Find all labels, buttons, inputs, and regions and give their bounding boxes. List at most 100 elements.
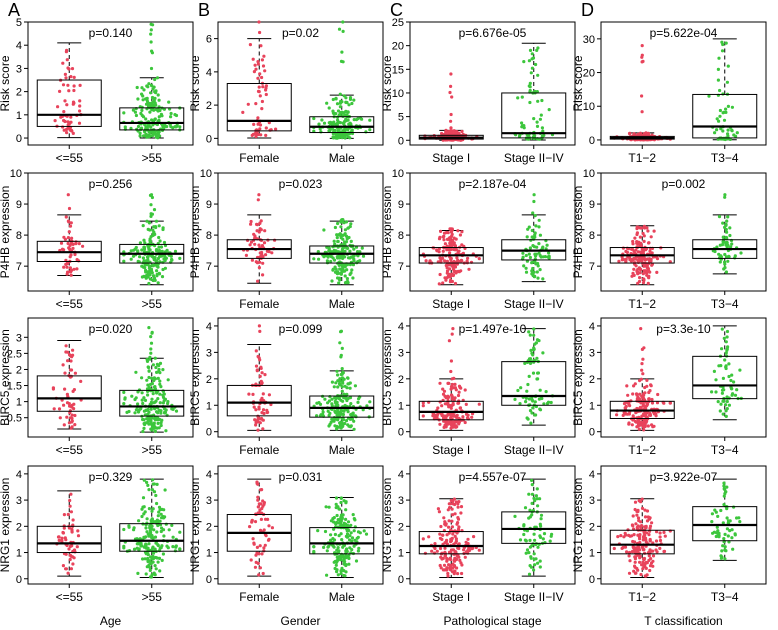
data-point [536, 73, 540, 77]
data-point [258, 72, 262, 76]
data-point [449, 256, 453, 261]
data-point [174, 113, 179, 118]
data-point [150, 533, 154, 538]
point-group [248, 480, 274, 577]
data-point [66, 571, 70, 575]
data-point [135, 85, 139, 90]
data-point [150, 263, 154, 267]
data-point [724, 364, 728, 368]
data-point [623, 545, 628, 549]
data-point [63, 99, 67, 103]
data-point [73, 413, 77, 418]
data-point [424, 259, 428, 263]
data-point [261, 427, 265, 431]
data-point [136, 390, 140, 394]
data-point [336, 129, 340, 133]
data-point [255, 545, 259, 550]
data-point [730, 528, 734, 532]
data-point [537, 339, 541, 343]
data-point [641, 538, 645, 542]
data-point [331, 97, 335, 102]
data-point [343, 574, 347, 578]
data-point [258, 123, 263, 127]
data-point [129, 257, 133, 261]
data-point [327, 121, 331, 125]
data-point [261, 85, 265, 89]
data-point [334, 96, 338, 100]
data-point [69, 359, 73, 363]
data-point [173, 249, 178, 253]
data-point [65, 58, 69, 62]
data-point [65, 265, 69, 269]
data-point [149, 527, 153, 531]
data-point [445, 533, 449, 537]
data-point [456, 572, 460, 576]
data-point [145, 417, 149, 421]
data-point [147, 563, 151, 567]
data-point [254, 134, 258, 139]
data-point [516, 96, 520, 100]
data-point [735, 388, 739, 392]
data-point [249, 219, 253, 224]
data-point [321, 410, 325, 414]
data-point [129, 249, 133, 253]
data-point [462, 548, 466, 552]
data-point [445, 276, 449, 280]
data-point [320, 118, 324, 122]
x-tick-label: T3−4 [711, 297, 739, 311]
data-point [138, 255, 142, 259]
data-point [452, 414, 456, 418]
data-point [639, 525, 643, 529]
data-point [149, 555, 153, 559]
point-group [421, 327, 481, 430]
x-tick-label: Stage I [432, 297, 470, 311]
data-point [451, 570, 455, 574]
data-point [646, 275, 650, 279]
data-point [145, 84, 149, 88]
data-point [263, 373, 267, 377]
data-point [530, 492, 535, 496]
data-point [147, 507, 151, 511]
column-xlabel: T classification [644, 614, 722, 628]
y-tick-label: 4 [398, 321, 404, 333]
data-point [725, 335, 729, 339]
data-point [332, 121, 336, 125]
data-point [439, 524, 443, 529]
data-point [57, 407, 62, 411]
data-point [533, 538, 537, 542]
data-point [650, 401, 655, 405]
data-point [68, 224, 73, 228]
data-point [250, 258, 254, 262]
data-point [335, 369, 339, 373]
data-point [453, 534, 457, 539]
data-point [70, 419, 74, 423]
data-point [152, 490, 157, 494]
data-point [61, 530, 65, 535]
data-point [256, 505, 260, 509]
data-point [71, 246, 75, 250]
data-point [643, 391, 647, 395]
data-point [342, 396, 346, 400]
data-point [632, 533, 636, 537]
data-point [150, 509, 154, 513]
y-tick-label: 3 [589, 495, 595, 507]
data-point [630, 274, 634, 278]
data-point [535, 245, 539, 249]
data-point [257, 193, 261, 197]
data-point [248, 525, 252, 529]
data-point [161, 123, 165, 128]
data-point [537, 397, 542, 401]
point-group [122, 22, 182, 140]
data-point [646, 229, 650, 233]
data-point [527, 551, 531, 555]
data-point [322, 121, 327, 125]
data-point [658, 546, 662, 551]
data-point [62, 235, 66, 239]
data-point [341, 29, 345, 33]
data-point [155, 362, 159, 366]
data-point [726, 128, 730, 132]
data-point [647, 269, 651, 273]
